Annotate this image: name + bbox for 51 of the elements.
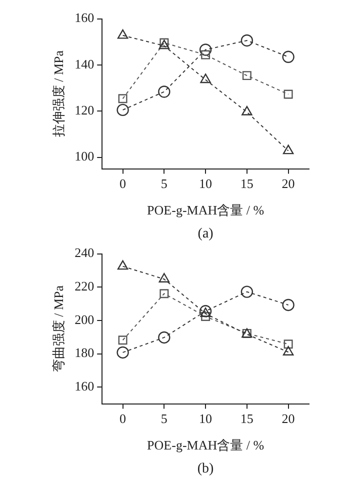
- point: [201, 312, 210, 321]
- point: [199, 44, 212, 56]
- point: [118, 94, 128, 104]
- x-tick-label: 5: [160, 176, 168, 192]
- text: (a): [198, 226, 214, 242]
- point: [201, 50, 210, 60]
- point: [284, 340, 293, 349]
- y-tick-label: 140: [74, 56, 94, 72]
- x-tick-label: 20: [282, 411, 295, 426]
- point: [117, 260, 128, 270]
- point: [242, 71, 252, 80]
- point: [158, 86, 170, 98]
- x-tick-label: 15: [240, 411, 254, 426]
- x-tick-label: 20: [282, 176, 295, 192]
- point: [158, 331, 170, 344]
- y-tick-label: 100: [74, 148, 94, 164]
- point: [282, 298, 294, 312]
- point: [116, 104, 129, 116]
- x-tick-label: 10: [199, 176, 212, 192]
- point: [200, 74, 211, 84]
- point: [200, 308, 211, 317]
- y-tick-label: 240: [74, 245, 94, 260]
- y-tick-label: 120: [74, 102, 94, 118]
- y-axis-title: 弯曲强度 / MPa: [51, 285, 66, 372]
- point: [158, 273, 170, 282]
- x-axis-title: POE-g-MAH含量 / %: [147, 438, 264, 453]
- x-tick-label: 0: [120, 176, 126, 192]
- point: [240, 34, 254, 47]
- y-tick-label: 160: [74, 10, 94, 26]
- point: [242, 106, 252, 116]
- point: [118, 336, 128, 345]
- x-tick-label: 0: [120, 411, 126, 426]
- text: (b): [197, 462, 214, 477]
- point: [282, 346, 294, 356]
- y-tick-label: 200: [74, 312, 94, 327]
- x-tick-label: 5: [160, 411, 168, 426]
- point: [284, 90, 293, 99]
- y-tick-label: 220: [74, 278, 94, 294]
- point: [160, 289, 169, 298]
- point: [116, 346, 129, 359]
- x-tick-label: 10: [199, 411, 212, 426]
- y-tick-label: 180: [74, 345, 94, 360]
- point: [117, 29, 128, 39]
- point: [240, 286, 254, 298]
- point: [199, 305, 212, 318]
- x-tick-label: 15: [240, 176, 254, 192]
- y-tick-label: 160: [74, 378, 94, 394]
- point: [282, 144, 294, 154]
- point: [282, 50, 294, 63]
- y-axis-title: 拉伸强度 / MPa: [51, 50, 66, 138]
- x-axis-title: POE-g-MAH含量 / %: [147, 202, 264, 218]
